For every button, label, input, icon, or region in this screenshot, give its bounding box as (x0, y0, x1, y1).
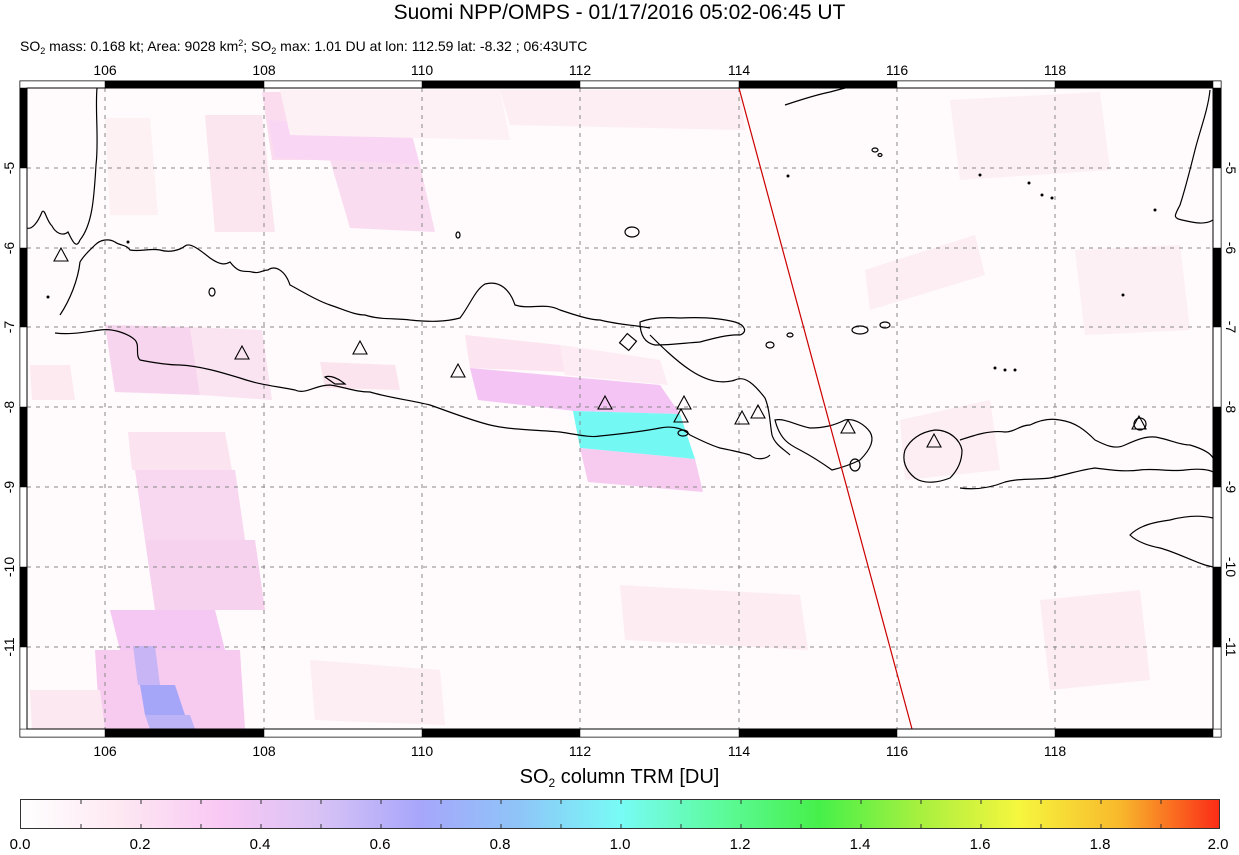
colorbar-tick-label: 1.4 (849, 836, 871, 853)
colorbar-tick-label: 2.0 (1207, 836, 1229, 853)
so2-label: ; SO (243, 38, 272, 54)
colorbar-tick-label: 1.0 (609, 836, 631, 853)
graticule (27, 88, 1213, 729)
small-island-dots (46, 173, 1157, 372)
lon-label-bottom: 116 (885, 743, 909, 759)
colorbar-tick-label: 0.4 (249, 836, 271, 853)
volcano-icon (352, 339, 368, 355)
volcano-icon (450, 362, 466, 378)
lon-label-bottom: 108 (252, 743, 276, 759)
colorbar-tick-label: 0.0 (9, 836, 31, 853)
colorbar-tick-label: 0.8 (489, 836, 511, 853)
colorbar (20, 799, 1220, 829)
colorbar-tick-label: 1.6 (969, 836, 991, 853)
volcano-icon (750, 403, 766, 419)
lon-label-top: 108 (252, 62, 276, 78)
max-text: max: 1.01 DU at lon: 112.59 lat: -8.32 ;… (276, 38, 588, 54)
so2-subscript: 2 (40, 46, 46, 56)
volcano-icon (676, 394, 692, 410)
colorbar-tick-label: 1.8 (1089, 836, 1111, 853)
lon-label-bottom: 112 (568, 743, 592, 759)
volcano-markers (53, 246, 1147, 448)
lon-label-bottom: 106 (93, 743, 117, 759)
lat-scale-bar-right (1212, 88, 1222, 730)
so2-map (19, 80, 1222, 738)
lon-label-top: 106 (93, 62, 117, 78)
lon-label-bottom: 110 (410, 743, 434, 759)
colorbar-tick-label: 0.2 (129, 836, 151, 853)
lon-label-top: 110 (410, 62, 434, 78)
colorbar-tick-label: 0.6 (369, 836, 391, 853)
lon-label-bottom: 114 (727, 743, 751, 759)
colorbar-ticks (80, 800, 1162, 828)
colorbar-title-suffix: column TRM [DU] (555, 766, 720, 788)
lon-scale-bar-top (19, 80, 1222, 89)
plot-area-border (26, 87, 1214, 730)
lat-scale-bar-left (19, 88, 28, 730)
lon-label-top: 114 (727, 62, 751, 78)
mass-area-text: mass: 0.168 kt; Area: 9028 km (45, 38, 239, 54)
volcano-icon (53, 246, 69, 262)
lon-label-top: 116 (885, 62, 909, 78)
so2-summary: SO2 mass: 0.168 kt; Area: 9028 km2; SO2 … (20, 34, 587, 60)
volcano-icon (734, 409, 750, 425)
lon-label-top: 112 (568, 62, 592, 78)
volcano-icon (597, 394, 613, 410)
colorbar-title-prefix: SO (519, 766, 549, 788)
volcano-icon (840, 418, 856, 434)
volcano-icon (926, 432, 942, 448)
area-superscript: 2 (238, 38, 244, 48)
lon-scale-bar-bottom (19, 728, 1222, 738)
volcano-icon (1131, 414, 1147, 430)
colorbar-title-subscript: 2 (548, 776, 556, 790)
lon-label-bottom: 118 (1043, 743, 1067, 759)
so2-label: SO (20, 38, 41, 54)
so2-subscript: 2 (271, 46, 277, 56)
colorbar-tick-label: 1.2 (729, 836, 751, 853)
colorbar-title: SO2 column TRM [DU] (0, 766, 1239, 790)
volcano-icon (673, 407, 689, 423)
lon-label-top: 118 (1043, 62, 1067, 78)
volcano-icon (234, 344, 250, 360)
orbit-track-line (738, 87, 913, 730)
map-title: Suomi NPP/OMPS - 01/17/2016 05:02-06:45 … (393, 1, 846, 24)
